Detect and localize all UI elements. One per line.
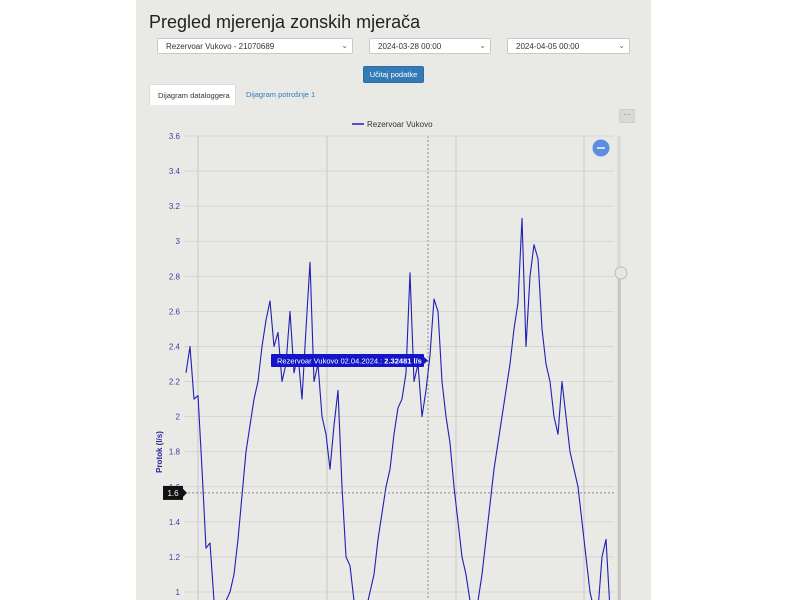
date-from-value: 2024-03-28 00:00 [378,42,442,51]
y-tick-label: 2.2 [169,378,181,387]
range-scrollbar-handle[interactable] [614,266,628,280]
y-tick-label: 3.4 [169,167,181,176]
crosshair-y-label: 1.6 [167,489,179,498]
y-tick-label: 2.8 [169,272,181,281]
page-title: Pregled mjerenja zonskih mjerača [149,12,421,32]
meter-select-value: Rezervoar Vukovo - 21070689 [166,42,275,51]
tooltip-arrow [424,357,428,364]
tab-consumption-chart[interactable]: Dijagram potrošnje 1 [246,90,316,99]
y-tick-label: 1.4 [169,518,181,527]
y-tick-label: 1.8 [169,448,181,457]
load-data-button[interactable]: Učitaj podatke [363,66,424,83]
y-tick-label: 3 [176,237,181,246]
legend-item-rezervoar-vukovo[interactable]: Rezervoar Vukovo [367,120,433,129]
y-tick-label: 3.2 [169,202,181,211]
hamburger-menu-icon: ⋯ [623,110,631,119]
y-tick-label: 2.6 [169,307,181,316]
date-from-select[interactable]: 2024-03-28 00:00 ⌄ [369,38,491,54]
chevron-down-icon: ⌄ [479,41,486,50]
crosshair-y-label-box [163,485,183,500]
chevron-down-icon: ⌄ [618,41,625,50]
series-line-rezervoar-vukovo[interactable] [185,217,611,600]
y-axis-title: Protok (l/s) [155,431,164,473]
dashboard-panel: Pregled mjerenja zonskih mjerača Rezervo… [136,0,651,600]
tab-datalogger-chart[interactable]: Dijagram dataloggera [149,84,236,105]
y-tick-label: 3.6 [169,132,181,141]
tooltip-text: Rezervoar Vukovo 02.04.2024.: 2.32481 l/… [277,357,422,366]
chevron-down-icon: ⌄ [341,41,348,50]
y-tick-label: 2.4 [169,342,181,351]
range-scrollbar-range[interactable] [618,272,621,600]
crosshair-y-label-arrow [183,488,187,497]
tooltip-box [271,354,424,367]
flow-chart[interactable]: 3.6 3.4 3.2 3 2.8 2.6 2.4 2.2 2 1.8 1.6 1.4 1.2 1 Prot… [136,0,651,600]
y-tick-label: 2 [176,413,181,422]
y-tick-label: 1 [176,588,181,597]
date-to-value: 2024-04-05 00:00 [516,42,580,51]
meter-select[interactable]: Rezervoar Vukovo - 21070689 ⌄ [157,38,353,54]
chart-menu-button[interactable]: ⋯ [619,109,635,123]
date-to-select[interactable]: 2024-04-05 00:00 ⌄ [507,38,630,54]
y-tick-label: 1.2 [169,553,181,562]
